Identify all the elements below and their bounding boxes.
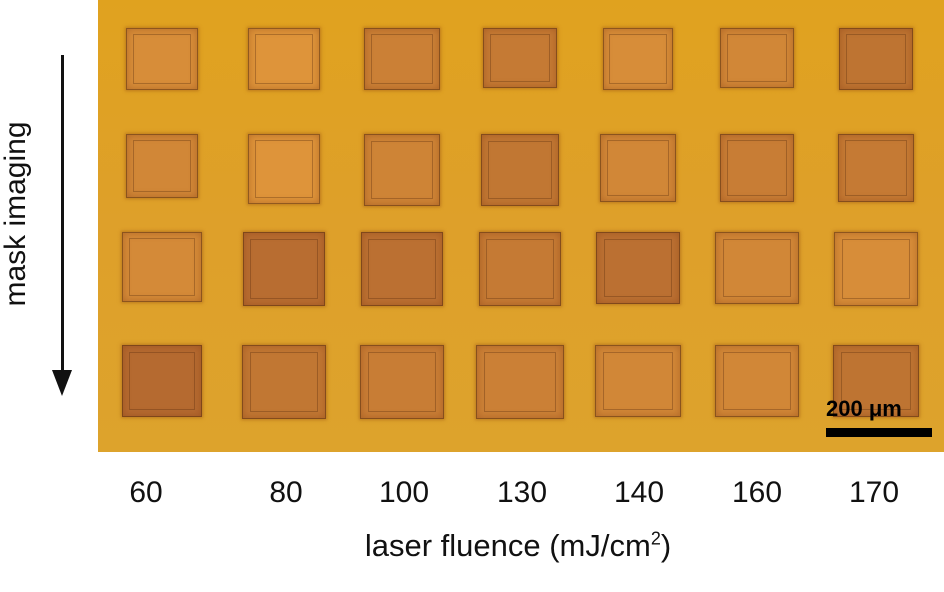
ablated-pad [364,28,440,90]
row-axis-label: mask imaging [0,121,32,307]
ablated-pad [483,28,557,88]
ablated-pad [720,28,794,88]
scale-bar-label: 200 μm [826,396,902,421]
scale-bar [826,428,932,437]
fluence-tick-60: 60 [129,476,163,509]
ablated-pad [126,28,198,90]
micrograph-image [98,0,944,452]
x-axis-label-suffix: ) [660,528,672,563]
arrow-head-icon [52,370,72,396]
fluence-tick-130: 130 [496,476,548,509]
x-axis-label-text: laser fluence (mJ/cm [364,528,651,563]
ablated-pad [364,134,440,206]
ablated-pad [248,134,320,204]
ablated-pad [361,232,443,306]
ablated-pad [360,345,444,419]
x-axis-label-superscript: 2 [650,528,661,549]
fluence-tick-100: 100 [378,476,430,509]
x-axis-label: laser fluence (mJ/cm2) [365,528,671,564]
mask-imaging-arrow [61,55,64,373]
ablated-pad [481,134,559,206]
ablated-pad [243,232,325,306]
ablated-pad [242,345,326,419]
fluence-tick-160: 160 [731,476,783,509]
ablated-pad [834,232,918,306]
ablated-pad [839,28,913,90]
ablated-pad [122,345,202,417]
fluence-tick-170: 170 [848,476,900,509]
ablated-pad [126,134,198,198]
ablated-pad [603,28,673,90]
ablated-pad [479,232,561,306]
ablated-pad [248,28,320,90]
fluence-tick-80: 80 [269,476,303,509]
ablated-pad [833,345,919,417]
ablated-pad [595,345,681,417]
ablated-pad [715,345,799,417]
ablated-pad [596,232,680,304]
ablated-pad [715,232,799,304]
ablated-pad [122,232,202,302]
ablated-pad [720,134,794,202]
ablated-pad [476,345,564,419]
ablated-pad [600,134,676,202]
fluence-tick-140: 140 [613,476,665,509]
ablated-pad [838,134,914,202]
